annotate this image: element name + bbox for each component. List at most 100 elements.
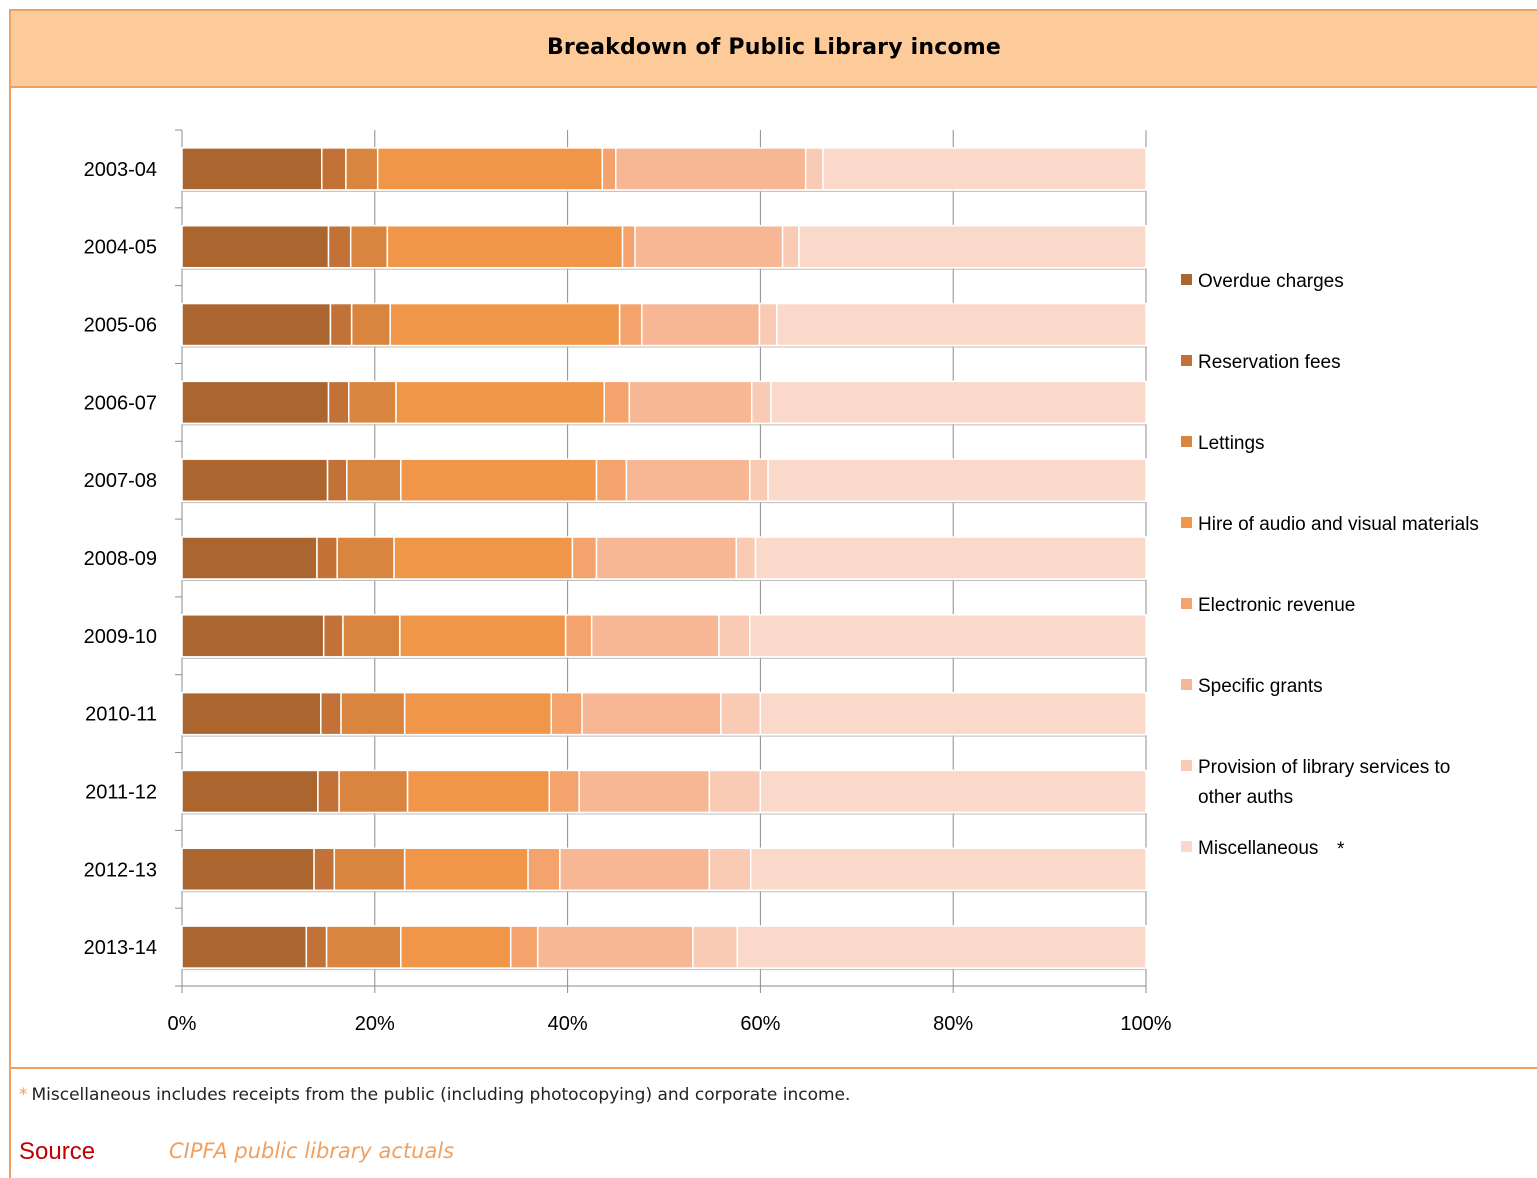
bar-segment [321,147,347,191]
bar-segment [181,925,308,969]
footer-separator [11,1067,1537,1069]
bar-segment [181,536,318,580]
y-tick-label: 2005-06 [84,315,157,337]
bar-segment [578,769,711,814]
bar-segment [822,147,1147,191]
bar-segment [759,691,1147,736]
legend-star: * [1337,839,1345,860]
bar-segment [749,458,769,502]
footnote-marker: * [19,1085,28,1105]
legend-swatch [1181,598,1192,609]
legend-label: Provision of library services to [1198,757,1450,778]
y-tick-label: 2006-07 [84,392,157,414]
bar-segment [181,380,330,425]
legend-swatch [1181,679,1192,690]
bar-segment [181,224,330,269]
bar-segment [181,769,319,814]
chart-frame [9,9,1537,1178]
bar-segment [603,380,631,425]
bar-segment [536,925,694,969]
bar-segment [403,847,529,892]
bar-segment [590,614,720,658]
bar-segment [804,147,824,191]
y-tick-label: 2008-09 [84,548,157,570]
bar-segment [718,614,751,658]
x-tick-label: 0% [168,1013,197,1035]
bar-segment [750,380,772,425]
bar-segment [581,691,722,736]
bar-segment [735,536,757,580]
bar-segment [338,769,409,814]
bar-segment [329,302,353,347]
footnote-text: Miscellaneous includes receipts from the… [31,1085,851,1105]
legend-swatch [1181,760,1192,771]
bar-segment [559,847,711,892]
source-label: Source [19,1138,96,1165]
bar-segment [625,458,751,502]
footnote: * Miscellaneous includes receipts from th… [19,1085,850,1105]
legend-swatch [1181,436,1192,447]
bar-segment [550,691,583,736]
bar-segment [322,614,344,658]
bar-segment [628,380,753,425]
bar-segment [399,614,567,658]
y-tick-label: 2011-12 [85,781,157,803]
source-text: CIPFA public library actuals [169,1139,455,1163]
bar-segment [181,691,322,736]
bar-segment [320,691,342,736]
bar-segment [376,147,604,191]
bar-segment [750,847,1147,892]
chart-title: Breakdown of Public Library income [546,35,1002,60]
bar-segment [325,925,402,969]
y-tick-label: 2003-04 [84,159,157,181]
bar-segment [313,847,336,892]
bar-segment [181,614,325,658]
bar-segment [389,302,621,347]
legend-label: Reservation fees [1198,352,1341,373]
bar-segment [634,224,784,269]
bar-segment [621,224,636,269]
bar-segment [348,380,397,425]
bar-segment [336,536,395,580]
bar-segment [736,925,1147,969]
bar-segment [758,302,778,347]
bar-segment [400,458,598,502]
legend-label: other auths [1198,787,1293,808]
bar-segment [400,925,512,969]
x-tick-label: 40% [548,1013,588,1035]
legend-label: Electronic revenue [1198,595,1355,616]
bar-segment [181,847,315,892]
bar-segment [564,614,593,658]
stacked-bar-chart: 0% 20% 40% 60% 80% 100% 2003-04 2004-05 2005-06 2… [84,129,1479,1035]
bar-segment [327,224,352,269]
y-tick-label: 2007-08 [84,470,157,492]
bar-segment [692,925,739,969]
bar-segment [595,536,738,580]
bar-segment [708,847,752,892]
legend-swatch [1181,274,1192,285]
legend-swatch [1181,517,1192,528]
y-tick-label: 2009-10 [84,626,157,648]
legend-label: Miscellaneous [1198,838,1318,859]
bar-segment [708,769,762,814]
bar-segment [548,769,580,814]
x-tick-label: 20% [355,1013,395,1035]
bar-segment [759,769,1147,814]
bar-segment [601,147,617,191]
legend-label: Specific grants [1198,676,1323,697]
bar-segment [403,691,552,736]
bar-segment [595,458,628,502]
bar-segment [781,224,800,269]
legend-swatch [1181,841,1192,852]
bar-segment [754,536,1147,580]
bar-segment [386,224,624,269]
bar-segment [342,614,401,658]
bar-segment [346,458,402,502]
bar-segment [767,458,1147,502]
bar-segment [345,147,379,191]
legend-swatch [1181,355,1192,366]
bar-segment [571,536,598,580]
bar-segment [393,536,574,580]
legend-label: Hire of audio and visual materials [1198,514,1479,535]
bar-segment [181,147,323,191]
